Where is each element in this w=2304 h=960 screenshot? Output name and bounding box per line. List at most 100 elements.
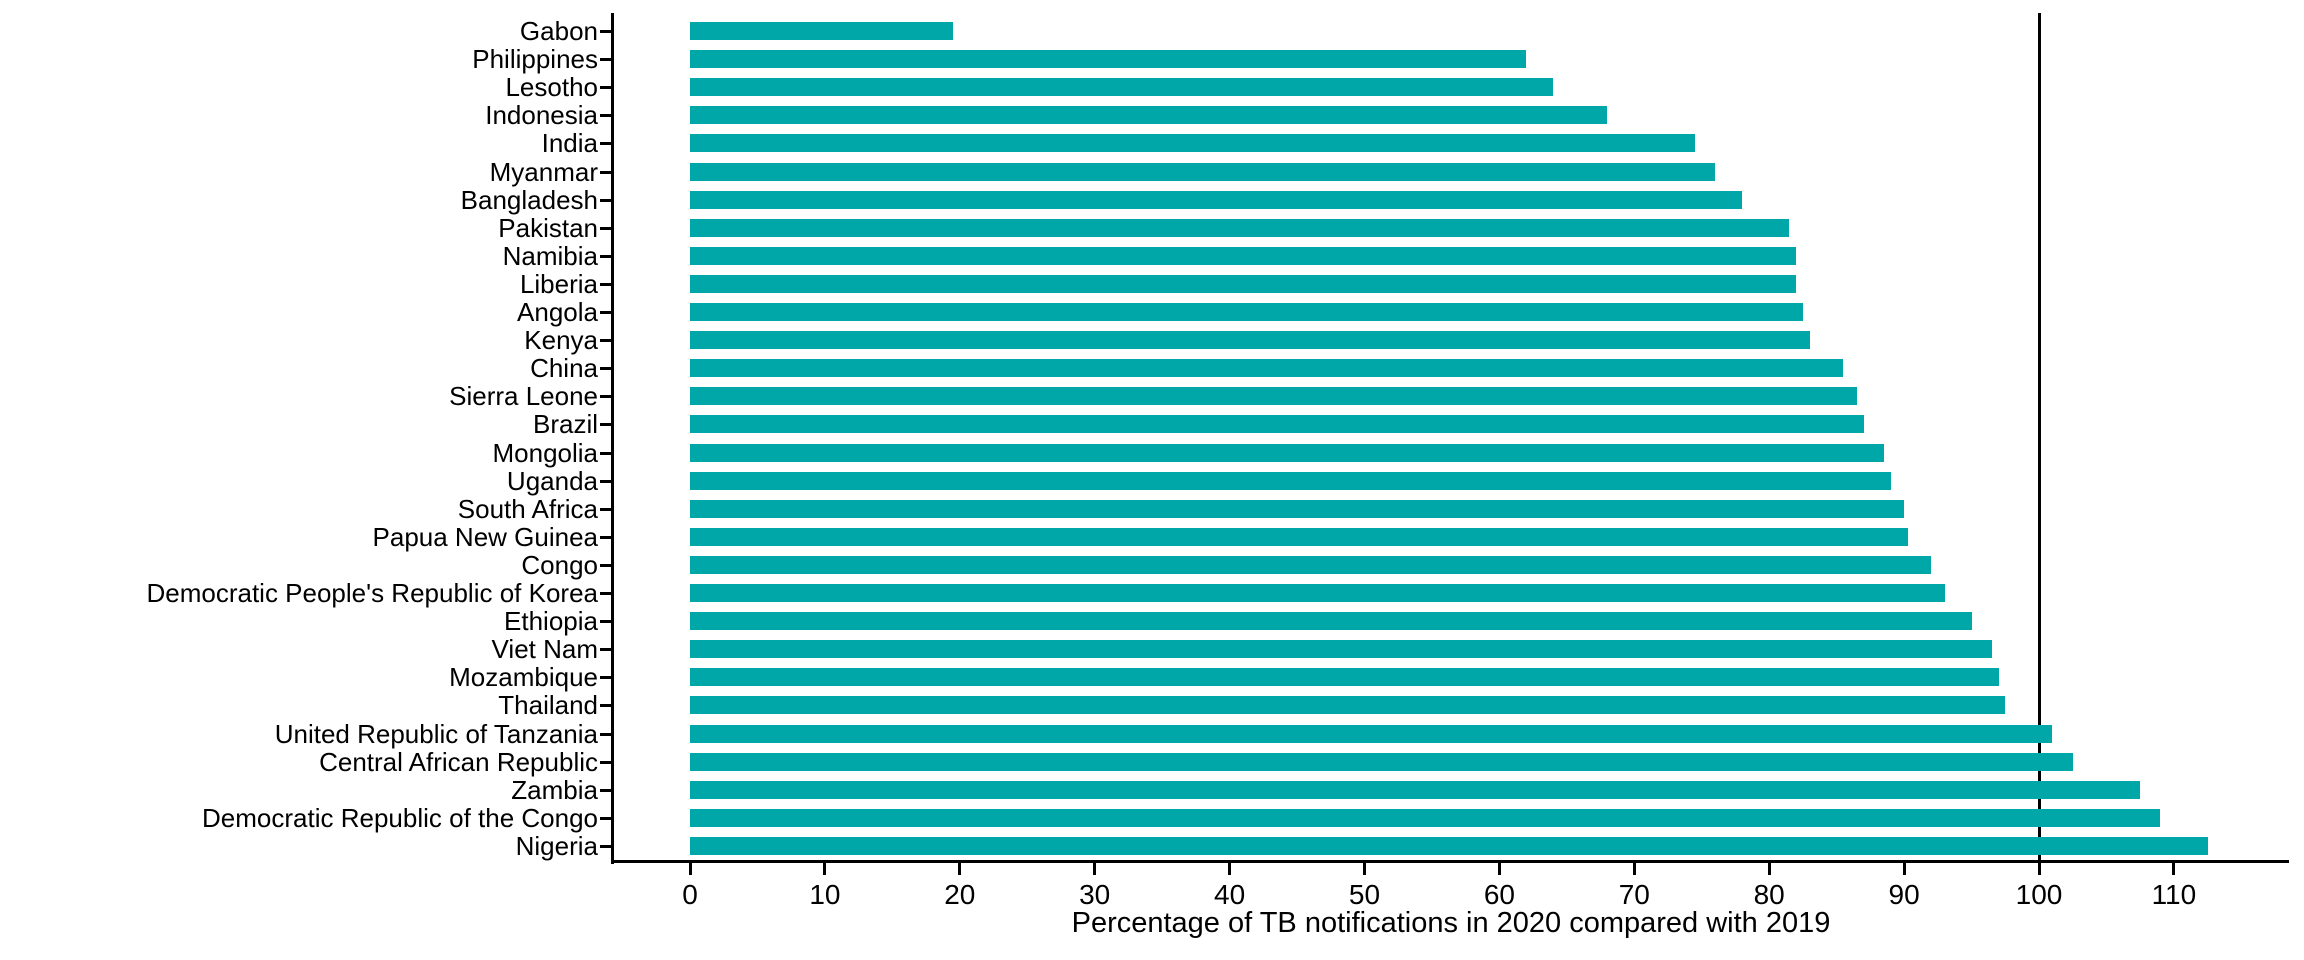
x-tick-mark <box>2172 861 2176 875</box>
y-tick-mark <box>600 788 614 792</box>
y-tick-mark <box>600 676 614 680</box>
y-tick-label: Philippines <box>472 44 598 75</box>
x-tick-label: 10 <box>809 879 841 910</box>
y-tick-mark <box>600 620 614 624</box>
bar-viet-nam <box>690 640 1992 659</box>
x-tick-mark <box>1902 861 1906 875</box>
y-tick-label: Uganda <box>506 465 598 496</box>
y-tick-label: Namibia <box>502 240 598 271</box>
reference-line-100 <box>2037 13 2041 861</box>
bar-central-african-republic <box>690 752 2073 771</box>
bar-myanmar <box>690 162 1716 181</box>
y-tick-mark <box>600 535 614 539</box>
x-tick-label: 40 <box>1214 879 1246 910</box>
y-tick-label: Democratic Republic of the Congo <box>202 802 598 833</box>
y-tick-label: Central African Republic <box>319 746 598 777</box>
y-axis-line <box>611 13 614 864</box>
y-tick-label: Papua New Guinea <box>372 521 598 552</box>
y-tick-label: Lesotho <box>505 72 598 103</box>
y-tick-mark <box>600 760 614 764</box>
bar-gabon <box>690 22 954 40</box>
y-tick-label: Viet Nam <box>491 634 598 665</box>
y-tick-label: United Republic of Tanzania <box>274 718 598 749</box>
y-tick-label: Gabon <box>519 16 598 46</box>
bar-ethiopia <box>690 612 1972 631</box>
bar-namibia <box>690 246 1797 265</box>
bar-pakistan <box>690 218 1790 237</box>
bar-zambia <box>690 780 2141 799</box>
bar-brazil <box>690 415 1864 434</box>
y-tick-label: Indonesia <box>485 100 598 131</box>
x-tick-mark <box>688 861 692 875</box>
x-axis-line <box>611 860 2289 863</box>
y-tick-mark <box>600 423 614 427</box>
x-tick-mark <box>1497 861 1501 875</box>
x-tick-mark <box>823 861 827 875</box>
bar-nigeria <box>690 836 2208 855</box>
x-tick-mark <box>1767 861 1771 875</box>
y-tick-mark <box>600 367 614 371</box>
y-tick-mark <box>600 732 614 736</box>
y-tick-label: Mozambique <box>449 662 598 693</box>
y-tick-mark <box>600 451 614 455</box>
y-tick-mark <box>600 648 614 652</box>
y-tick-label: Myanmar <box>489 156 598 187</box>
y-tick-mark <box>600 198 614 202</box>
bar-bangladesh <box>690 190 1743 209</box>
y-tick-mark <box>600 704 614 708</box>
y-tick-label: South Africa <box>457 493 598 524</box>
y-tick-mark <box>600 816 614 820</box>
bar-philippines <box>690 50 1527 69</box>
bar-democratic-republic-of-the-congo <box>690 808 2161 827</box>
x-tick-mark <box>1228 861 1232 875</box>
y-tick-mark <box>600 58 614 62</box>
bar-mozambique <box>690 668 1999 687</box>
x-tick-label: 70 <box>1618 879 1650 910</box>
x-tick-mark <box>958 861 962 875</box>
y-tick-mark <box>600 844 614 848</box>
y-tick-label: Ethiopia <box>504 606 598 637</box>
y-tick-label: Mongolia <box>492 437 598 468</box>
y-tick-label: Brazil <box>532 409 598 440</box>
y-tick-label: Thailand <box>498 690 598 721</box>
y-tick-mark <box>600 311 614 314</box>
bar-liberia <box>690 274 1797 293</box>
y-tick-mark <box>600 86 614 90</box>
bar-democratic-people-s-republic-of-korea <box>690 584 1945 602</box>
x-tick-label: 0 <box>682 879 698 910</box>
y-tick-mark <box>600 507 614 511</box>
y-tick-label: Kenya <box>524 325 598 356</box>
y-tick-mark <box>600 226 614 230</box>
bar-india <box>690 134 1695 153</box>
y-tick-mark <box>600 563 614 567</box>
y-tick-mark <box>600 282 614 286</box>
bar-congo <box>690 555 1932 574</box>
bar-mongolia <box>690 443 1884 462</box>
y-tick-label: Angola <box>517 297 598 327</box>
y-tick-mark <box>600 339 614 343</box>
x-axis-title: Percentage of TB notifications in 2020 c… <box>1071 907 1831 939</box>
y-tick-mark <box>600 114 614 118</box>
y-tick-mark <box>600 142 614 146</box>
y-tick-mark <box>600 592 614 595</box>
x-tick-label: 100 <box>2015 879 2063 910</box>
x-tick-label: 60 <box>1483 879 1515 910</box>
bar-papua-new-guinea <box>690 527 1909 546</box>
y-tick-label: Sierra Leone <box>449 381 598 412</box>
y-tick-mark <box>600 30 614 33</box>
y-tick-mark <box>600 479 614 483</box>
x-tick-label: 80 <box>1753 879 1785 910</box>
x-tick-label: 20 <box>944 879 976 910</box>
y-tick-label: Zambia <box>511 774 598 805</box>
y-tick-label: Congo <box>521 549 598 580</box>
x-tick-mark <box>1093 861 1097 875</box>
y-tick-mark <box>600 395 614 399</box>
y-tick-label: Liberia <box>519 268 598 299</box>
bar-indonesia <box>690 106 1608 125</box>
y-tick-mark <box>600 170 614 174</box>
x-tick-label: 90 <box>1888 879 1920 910</box>
bar-thailand <box>690 696 2006 715</box>
y-tick-label: Pakistan <box>498 212 598 243</box>
bar-china <box>690 359 1844 378</box>
